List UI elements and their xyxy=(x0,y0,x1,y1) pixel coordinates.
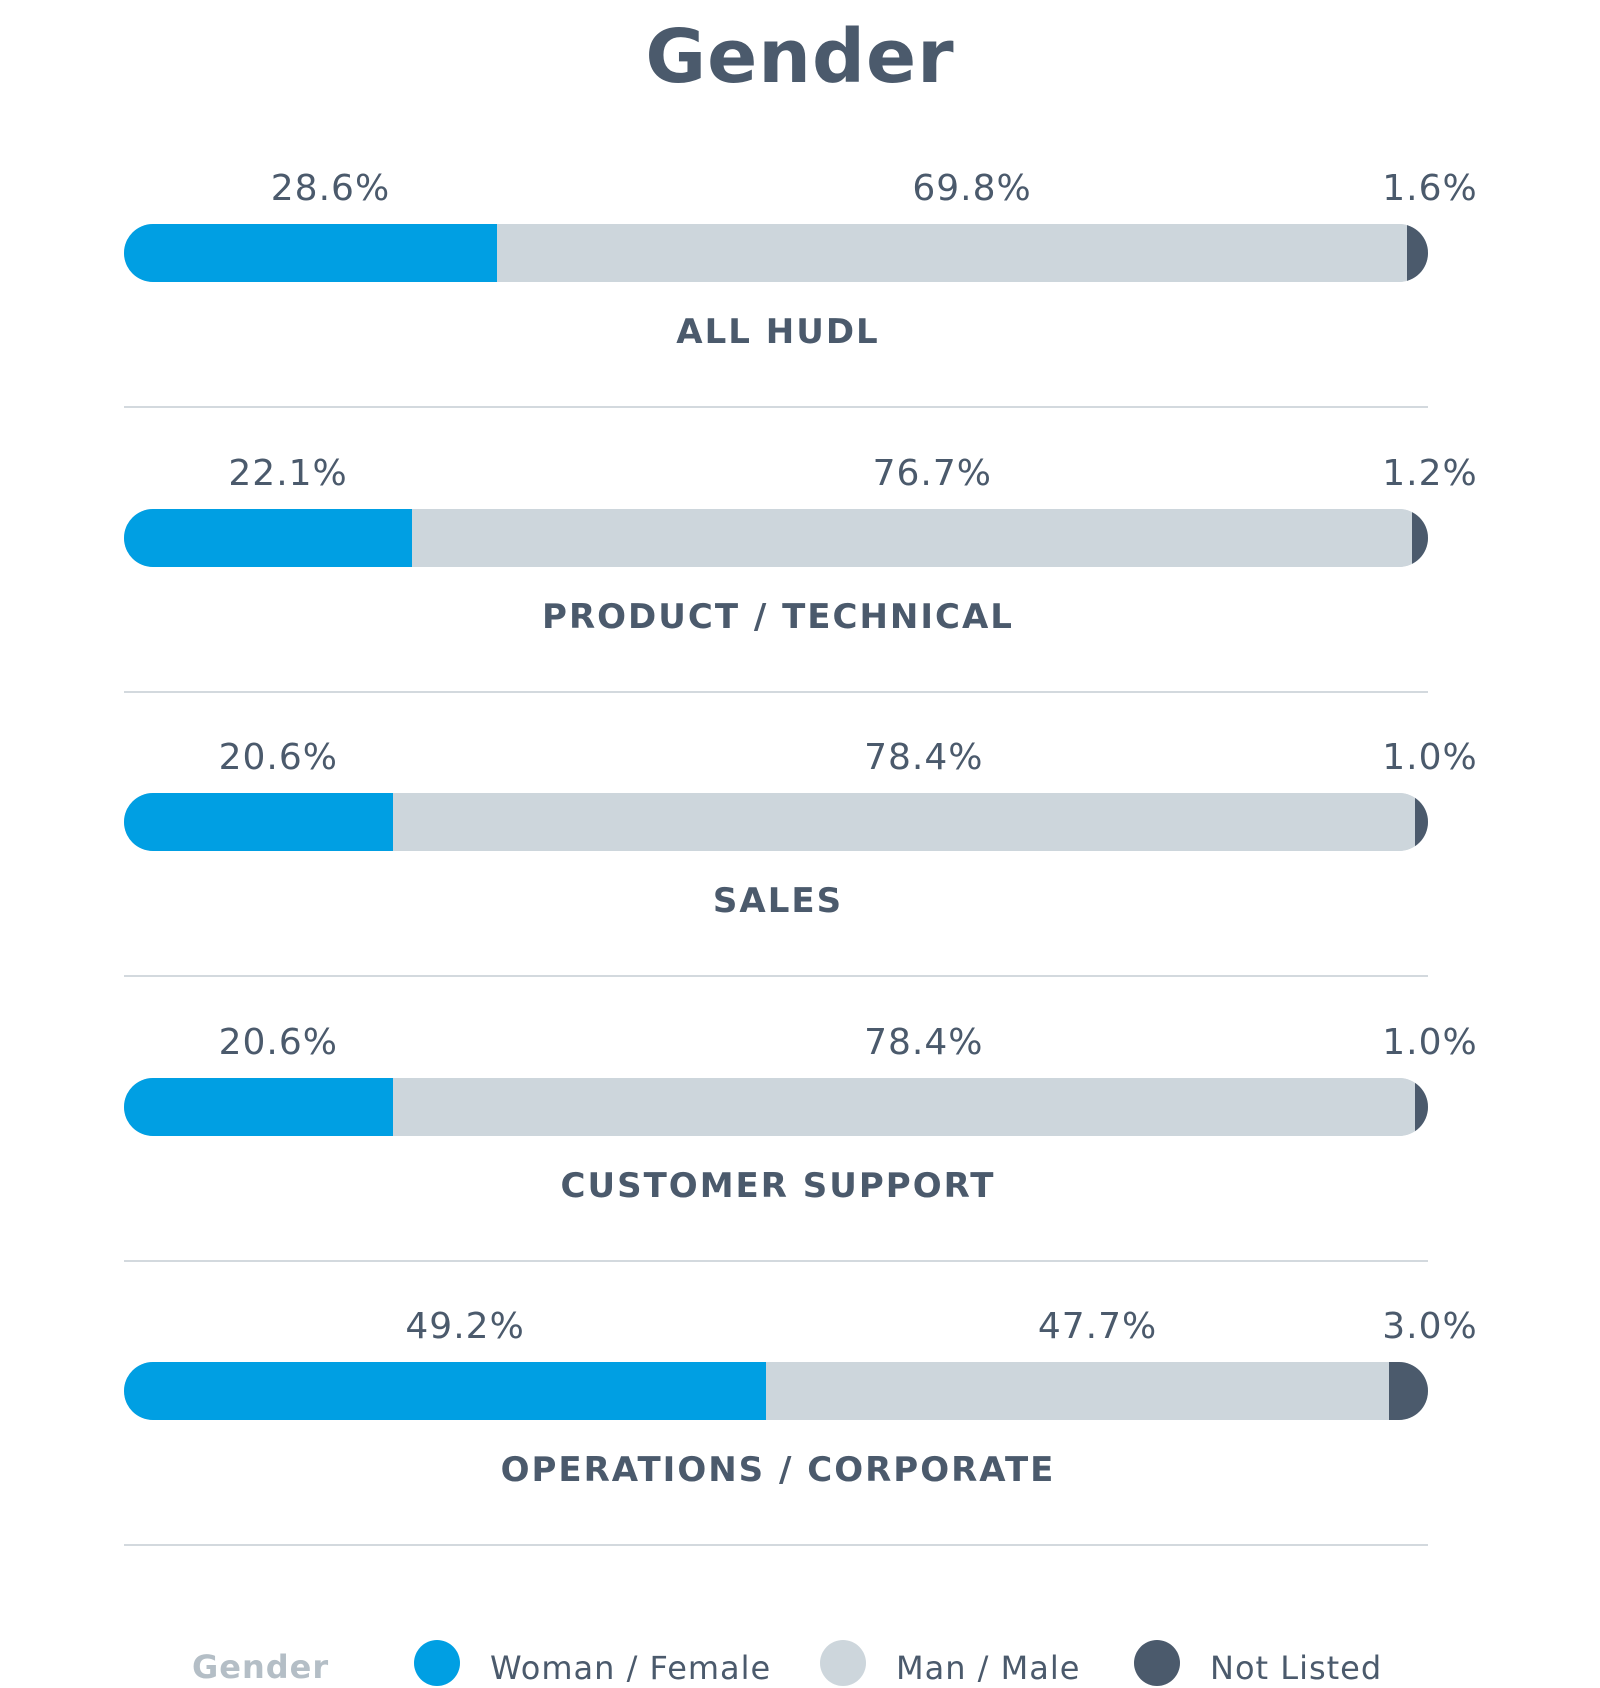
value-label-male: 78.4% xyxy=(864,737,984,778)
value-label-not-listed: 1.0% xyxy=(1382,1021,1478,1063)
legend-label-female: Woman / Female xyxy=(490,1649,772,1687)
legend-dot-male xyxy=(820,1640,866,1686)
stacked-bar xyxy=(124,224,1428,282)
stacked-bar xyxy=(124,1077,1428,1136)
chart-row: 28.6% 69.8% 1.6% ALL HUDL xyxy=(0,168,1600,452)
bar-segment-male xyxy=(496,224,1408,282)
category-label: PRODUCT / TECHNICAL xyxy=(542,596,1014,637)
value-label-male: 47.7% xyxy=(1037,1306,1158,1347)
value-label-male: 78.4% xyxy=(864,1021,984,1063)
value-label-female: 20.6% xyxy=(218,737,338,778)
value-label-not-listed: 1.0% xyxy=(1382,737,1478,778)
value-label-male: 69.8% xyxy=(912,168,1032,209)
row-divider xyxy=(124,1259,1428,1262)
bar-segment-female xyxy=(124,793,393,851)
chart-title: Gender xyxy=(645,14,955,100)
stacked-bar xyxy=(124,508,1428,567)
bar-segment-male xyxy=(412,508,1413,567)
bar-segment-not-listed xyxy=(1412,508,1428,567)
stacked-bar xyxy=(124,1362,1428,1420)
bar-segment-male xyxy=(392,1077,1415,1136)
legend-label-notlisted: Not Listed xyxy=(1210,1649,1383,1687)
bar-segment-female xyxy=(124,1362,767,1420)
bar-segment-female xyxy=(124,508,413,567)
chart-row: 49.2% 47.7% 3.0% OPERATIONS / CORPORATE xyxy=(0,1306,1600,1590)
stacked-bar xyxy=(124,793,1428,851)
value-label-female: 49.2% xyxy=(405,1306,525,1347)
value-label-female: 28.6% xyxy=(270,168,391,209)
value-label-not-listed: 1.6% xyxy=(1382,168,1478,209)
category-label: ALL HUDL xyxy=(676,312,880,352)
chart-legend: Gender Woman / Female Man / Male Not Lis… xyxy=(0,1636,1600,1687)
category-label: CUSTOMER SUPPORT xyxy=(560,1165,996,1206)
legend-label-male: Man / Male xyxy=(896,1649,1081,1687)
legend-dot-female xyxy=(414,1640,460,1686)
bar-segment-not-listed xyxy=(1407,224,1428,282)
legend-dot-notlisted xyxy=(1134,1640,1180,1686)
row-divider xyxy=(124,690,1428,693)
bar-segment-not-listed xyxy=(1414,1077,1428,1136)
bar-segment-not-listed xyxy=(1388,1362,1428,1420)
row-divider xyxy=(124,1544,1428,1546)
row-divider xyxy=(124,406,1428,408)
value-label-not-listed: 3.0% xyxy=(1382,1306,1478,1347)
bar-segment-female xyxy=(124,224,497,282)
category-label: SALES xyxy=(712,881,844,921)
value-label-male: 76.7% xyxy=(872,452,992,494)
value-label-female: 20.6% xyxy=(218,1021,338,1063)
bar-segment-male xyxy=(392,793,1415,851)
bar-segment-male xyxy=(766,1362,1389,1420)
row-divider xyxy=(124,975,1428,977)
chart-row: 20.6% 78.4% 1.0% SALES xyxy=(0,737,1600,1021)
legend-title: Gender xyxy=(192,1648,330,1686)
value-label-female: 22.1% xyxy=(228,452,348,494)
category-label: OPERATIONS / CORPORATE xyxy=(500,1450,1056,1490)
value-label-not-listed: 1.2% xyxy=(1382,452,1478,494)
bar-segment-female xyxy=(124,1077,393,1136)
bar-segment-not-listed xyxy=(1414,793,1428,851)
chart-row: 22.1% 76.7% 1.2% PRODUCT / TECHNICAL xyxy=(0,453,1600,737)
chart-row: 20.6% 78.4% 1.0% CUSTOMER SUPPORT xyxy=(0,1022,1600,1306)
